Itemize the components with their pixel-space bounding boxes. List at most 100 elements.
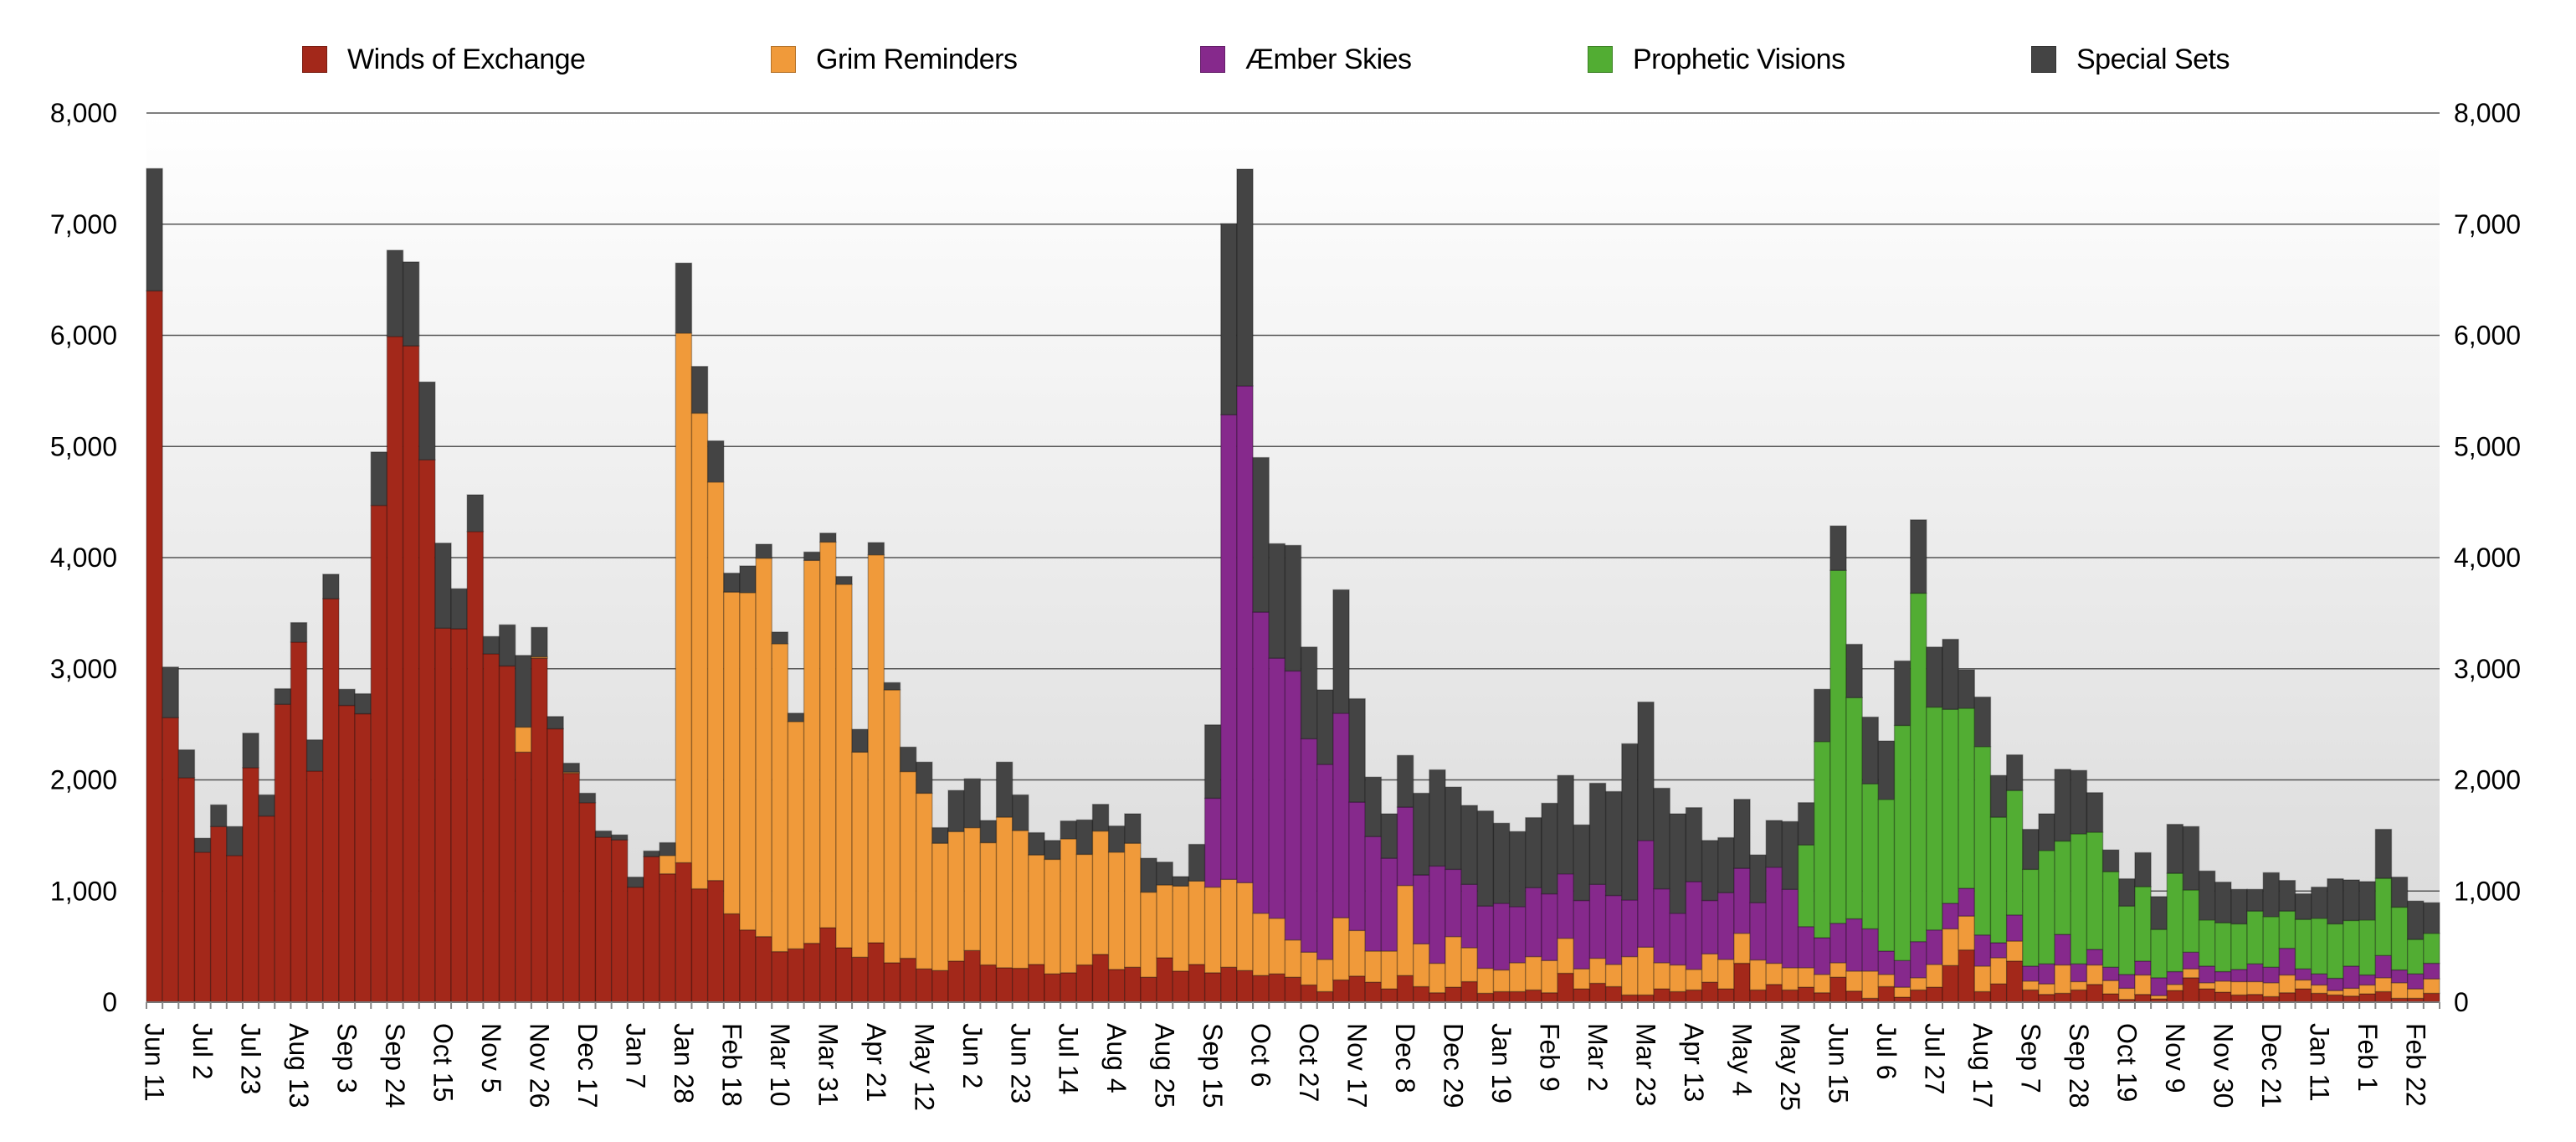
bar-segment-winds-of-exchange [531, 657, 548, 1003]
legend-swatch [2031, 46, 2056, 73]
bar-segment-prophetic-visions [2246, 910, 2264, 965]
bar-segment--mber-skies [1845, 918, 1863, 972]
bar-segment-special-sets [1236, 168, 1254, 387]
bar-segment-grim-reminders [2038, 983, 2055, 995]
bar-segment-special-sets [209, 804, 228, 827]
bar-segment-winds-of-exchange [1989, 983, 2008, 1003]
bar-segment-special-sets [1476, 810, 1495, 907]
bar-segment-winds-of-exchange [1332, 979, 1350, 1003]
x-tick-label: Aug 17 [1968, 1023, 1998, 1108]
bar-segment-winds-of-exchange [643, 856, 660, 1003]
bar-segment-winds-of-exchange [274, 703, 292, 1003]
bar-segment-winds-of-exchange [1091, 954, 1110, 1003]
bar-segment-special-sets [547, 716, 564, 730]
bar-segment--mber-skies [2118, 974, 2136, 990]
x-tick-label: May 12 [909, 1023, 939, 1111]
bar-segment--mber-skies [1861, 928, 1880, 972]
y-tick-label-right: 3,000 [2454, 654, 2521, 684]
bar-segment-special-sets [1220, 223, 1238, 416]
bar-segment-special-sets [418, 381, 436, 460]
bar-segment-winds-of-exchange [1942, 965, 1959, 1003]
bar-segment--mber-skies [1348, 801, 1366, 932]
bar-segment-winds-of-exchange [690, 887, 709, 1003]
bar-segment--mber-skies [2294, 968, 2312, 981]
bar-segment-winds-of-exchange [803, 942, 821, 1003]
bar-segment-special-sets [1797, 802, 1815, 846]
bar-segment--mber-skies [1588, 883, 1607, 959]
bar-segment-winds-of-exchange [1604, 985, 1623, 1003]
bar-segment-grim-reminders [1797, 967, 1815, 988]
bar-segment--mber-skies [1284, 670, 1302, 941]
bar-segment-winds-of-exchange [2182, 977, 2200, 1003]
bar-segment-grim-reminders [1124, 842, 1142, 968]
bar-segment-winds-of-exchange [787, 948, 805, 1003]
bar-segment-winds-of-exchange [1044, 973, 1061, 1003]
y-tick-label-right: 6,000 [2454, 321, 2521, 351]
bar-segment-special-sets [1124, 813, 1142, 844]
bar-segment-winds-of-exchange [322, 598, 340, 1003]
bar-segment-winds-of-exchange [851, 956, 869, 1003]
bar-segment-grim-reminders [1140, 891, 1157, 978]
bar-segment--mber-skies [2166, 970, 2184, 985]
bar-segment-grim-reminders [819, 541, 837, 929]
bar-segment-special-sets [819, 532, 837, 543]
x-tick-label: Aug 13 [284, 1023, 314, 1108]
bar-segment--mber-skies [2358, 974, 2377, 986]
bar-segment--mber-skies [1685, 881, 1703, 970]
bar-segment-special-sets [466, 494, 485, 532]
bar-segment-special-sets [2118, 877, 2136, 907]
x-tick-label: Jan 7 [620, 1023, 650, 1088]
bar-segment-grim-reminders [1845, 970, 1863, 992]
bar-segment-winds-of-exchange [578, 802, 597, 1003]
y-tick-label-left: 0 [102, 987, 117, 1017]
bar-segment-grim-reminders [1701, 953, 1719, 983]
bar-segment-special-sets [482, 635, 500, 655]
bar-segment-special-sets [2150, 896, 2168, 930]
bar-segment-grim-reminders [1364, 950, 1383, 983]
bar-segment-grim-reminders [1765, 962, 1783, 985]
bar-segment-grim-reminders [899, 770, 917, 959]
bar-segment--mber-skies [1765, 867, 1783, 965]
bar-segment-special-sets [450, 588, 468, 630]
bar-segment-special-sets [290, 621, 308, 643]
bar-segment-prophetic-visions [1845, 697, 1863, 920]
bar-segment-special-sets [193, 837, 212, 853]
bar-segment-special-sets [226, 826, 244, 856]
bar-segment-special-sets [643, 850, 660, 857]
bar-segment--mber-skies [1749, 902, 1767, 961]
bar-segment-special-sets [931, 826, 949, 844]
legend-item-special-sets: Special Sets [2031, 39, 2230, 80]
bar-segment-winds-of-exchange [883, 962, 901, 1003]
bar-segment-prophetic-visions [1797, 844, 1815, 928]
y-tick-label-right: 7,000 [2454, 209, 2521, 239]
bar-segment--mber-skies [1476, 905, 1495, 970]
bar-segment-winds-of-exchange [402, 345, 420, 1003]
y-tick-label-left: 2,000 [50, 765, 117, 795]
bar-segment-winds-of-exchange [482, 653, 500, 1003]
bar-segment-special-sets [979, 820, 998, 844]
bar-segment--mber-skies [2198, 965, 2216, 984]
bar-segment-winds-of-exchange [498, 665, 516, 1003]
bar-segment-special-sets [2294, 893, 2312, 920]
y-tick-label-right: 8,000 [2454, 98, 2521, 128]
bar-segment-winds-of-exchange [1701, 981, 1719, 1003]
bar-segment-grim-reminders [2374, 977, 2393, 993]
bar-segment--mber-skies [1364, 836, 1383, 952]
bar-segment-winds-of-exchange [1252, 975, 1270, 1003]
bar-segment-grim-reminders [1476, 967, 1495, 995]
y-tick-label-right: 5,000 [2454, 431, 2521, 461]
bar-segment-special-sets [1765, 820, 1783, 868]
bar-segment-winds-of-exchange [2022, 989, 2040, 1003]
bar-segment-grim-reminders [1252, 913, 1270, 976]
bar-segment-winds-of-exchange [1958, 949, 1976, 1003]
bar-segment-special-sets [627, 876, 644, 888]
x-tick-label: Nov 30 [2208, 1023, 2238, 1108]
bar-segment-grim-reminders [835, 584, 853, 949]
bar-segment-winds-of-exchange [2005, 960, 2024, 1003]
bar-segment-prophetic-visions [1926, 706, 1943, 931]
bar-segment-special-sets [1445, 786, 1462, 871]
bar-segment-winds-of-exchange [706, 879, 725, 1003]
bar-segment-winds-of-exchange [835, 947, 853, 1003]
bar-segment-special-sets [1172, 876, 1190, 887]
bar-segment--mber-skies [2054, 934, 2072, 966]
